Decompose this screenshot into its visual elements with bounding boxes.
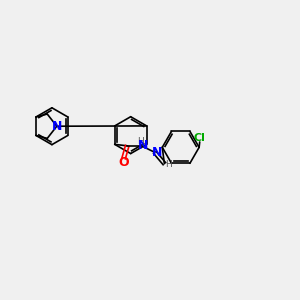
Text: N: N [138, 139, 148, 152]
Text: O: O [118, 156, 129, 169]
Text: N: N [152, 146, 162, 159]
Text: H: H [137, 137, 144, 146]
Text: H: H [165, 160, 172, 169]
Text: Cl: Cl [194, 133, 206, 143]
Text: N: N [52, 120, 62, 133]
